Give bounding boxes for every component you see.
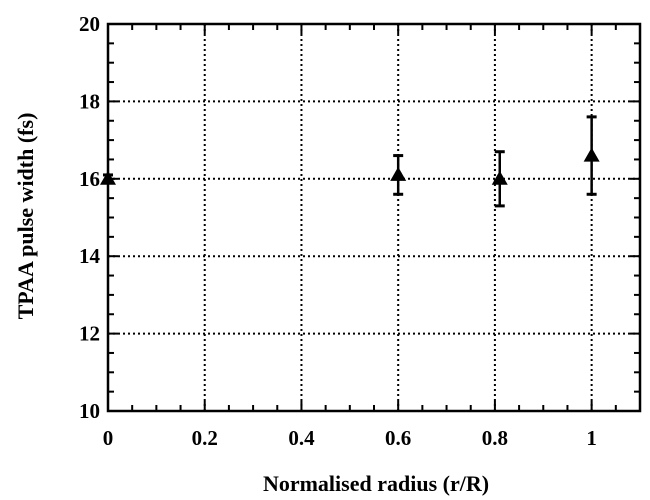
axis-ticks (107, 23, 641, 412)
x-axis-label: Normalised radius (r/R) (263, 471, 489, 496)
x-tick-label-1: 0.2 (192, 426, 218, 450)
triangle-marker-1 (390, 166, 407, 181)
data-point-0 (100, 170, 116, 185)
y-tick-label-3: 16 (79, 167, 100, 191)
data-points (100, 115, 600, 208)
y-tick-label-2: 14 (79, 244, 101, 268)
x-tick-labels: 0 0.2 0.4 0.6 0.8 1 (103, 426, 597, 450)
y-tick-label-0: 10 (79, 399, 100, 423)
data-point-3 (583, 115, 600, 196)
y-tick-label-1: 12 (79, 322, 100, 346)
grid-lines (108, 24, 640, 411)
data-point-1 (390, 154, 407, 196)
x-tick-label-3: 0.6 (385, 426, 411, 450)
triangle-marker-3 (583, 147, 600, 162)
x-tick-label-4: 0.8 (482, 426, 508, 450)
x-tick-label-0: 0 (103, 426, 114, 450)
y-axis-label: TPAA pulse width (fs) (13, 113, 38, 320)
y-tick-label-5: 20 (79, 12, 100, 36)
x-tick-label-2: 0.4 (288, 426, 315, 450)
plot-frame (106, 22, 642, 413)
y-tick-labels: 10 12 14 16 18 20 (79, 12, 101, 423)
triangle-marker-2 (491, 170, 508, 185)
triangle-marker-0 (100, 170, 116, 185)
y-tick-label-4: 18 (79, 89, 100, 113)
data-point-2 (491, 150, 508, 208)
x-tick-label-5: 1 (586, 426, 597, 450)
